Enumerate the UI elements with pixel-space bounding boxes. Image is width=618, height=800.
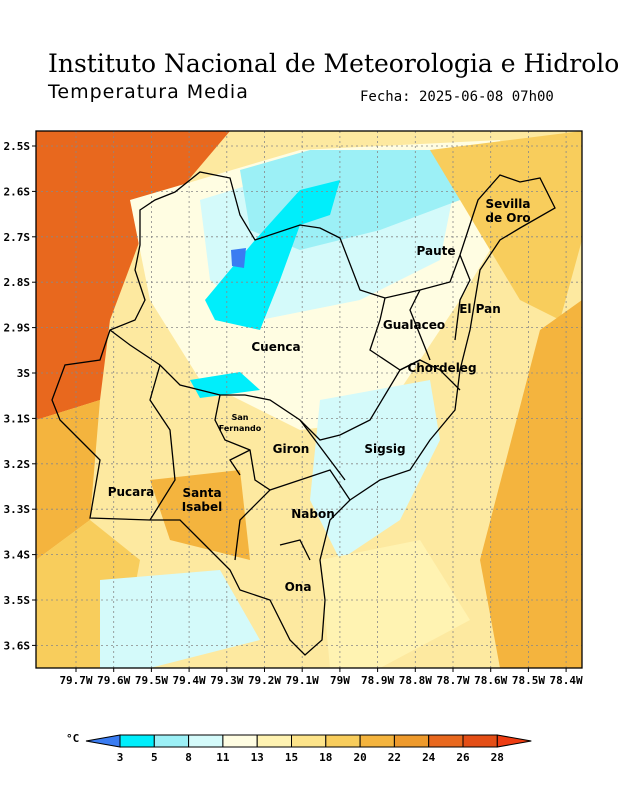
region-label: Fernando [219,424,262,433]
colorbar-label: 24 [422,751,436,764]
lat-label: 2.7S [4,231,31,244]
colorbar-label: 28 [491,751,504,764]
colorbar-box [119,734,155,748]
colorbar-box [188,734,224,748]
lat-label: 3S [17,367,30,380]
colorbar-high [496,734,532,748]
lat-label: 3.1S [4,412,31,425]
lon-label: 79.2W [248,674,281,687]
lon-label: 78.6W [474,674,507,687]
colorbar-unit: °C [66,732,79,745]
colorbar-box [359,734,395,748]
lat-label: 3.5S [4,594,31,607]
colorbar-box [291,734,327,748]
lon-label: 79.6W [97,674,130,687]
colorbar-label: 3 [117,751,124,764]
colorbar-label: 5 [151,751,158,764]
lat-label: 3.2S [4,458,31,471]
colorbar-box [325,734,361,748]
colorbar-label: 20 [353,751,366,764]
region-label: Nabon [291,507,335,521]
temperature-field [36,131,582,668]
region-label: Pucara [108,485,155,499]
lon-label: 78.8W [399,674,432,687]
date: Fecha: 2025-06-08 07h00 [360,89,554,105]
lat-label: 2.6S [4,185,31,198]
lon-label: 79.1W [286,674,319,687]
region-label: El Pan [459,302,501,316]
colorbar-box [222,734,258,748]
colorbar-label: 11 [216,751,230,764]
boundaries [51,171,556,656]
colorbar-label: 13 [251,751,264,764]
lon-label: 79W [330,674,350,687]
region-label: Paute [417,244,456,258]
lat-label: 2.5S [4,140,31,153]
colorbar-box [428,734,464,748]
region-label: Ona [285,580,312,594]
lat-label: 3.4S [4,549,31,562]
lon-label: 79.5W [135,674,168,687]
grid: 2.5S 2.6S 2.7S 2.8S 2.9S 3S 3.1S 3.2S 3.3S 3.4S 3.… [4,131,583,687]
colorbar: 3 5 8 11 13 15 18 20 22 24 26 28 °C [66,732,532,764]
lon-label: 78.9W [361,674,394,687]
lat-label: 3.6S [4,639,31,652]
lon-label: 78.4W [550,674,583,687]
region-label: Sevilla [485,197,530,211]
lat-label: 3.3S [4,503,31,516]
colorbar-label: 22 [388,751,401,764]
region-label: Isabel [182,500,223,514]
colorbar-box [393,734,430,748]
colorbar-box [462,734,498,748]
title: Instituto Nacional de Meteorologia e Hid… [48,49,618,78]
colorbar-label: 8 [185,751,192,764]
lon-label: 79.3W [210,674,243,687]
colorbar-label: 26 [456,751,470,764]
lat-label: 2.8S [4,276,31,289]
region-label: Cuenca [251,340,300,354]
map-frame [35,130,583,669]
region-label: Chordeleg [407,361,476,375]
colorbar-label: 15 [285,751,298,764]
lon-label: 78.5W [512,674,545,687]
region-label: Sigsig [364,442,405,456]
colorbar-box [153,734,190,748]
lat-label: 2.9S [4,322,31,335]
lon-label: 79.7W [59,674,92,687]
lon-label: 78.7W [436,674,469,687]
lon-label: 79.4W [173,674,206,687]
colorbar-label: 18 [319,751,332,764]
region-label: San [232,413,249,422]
colorbar-low [85,734,121,748]
region-label: Giron [273,442,310,456]
region-label: Santa [182,486,221,500]
region-label: de Oro [485,211,530,225]
region-label: Gualaceo [383,318,445,332]
subtitle: Temperatura Media [47,81,249,103]
colorbar-box [256,734,293,748]
